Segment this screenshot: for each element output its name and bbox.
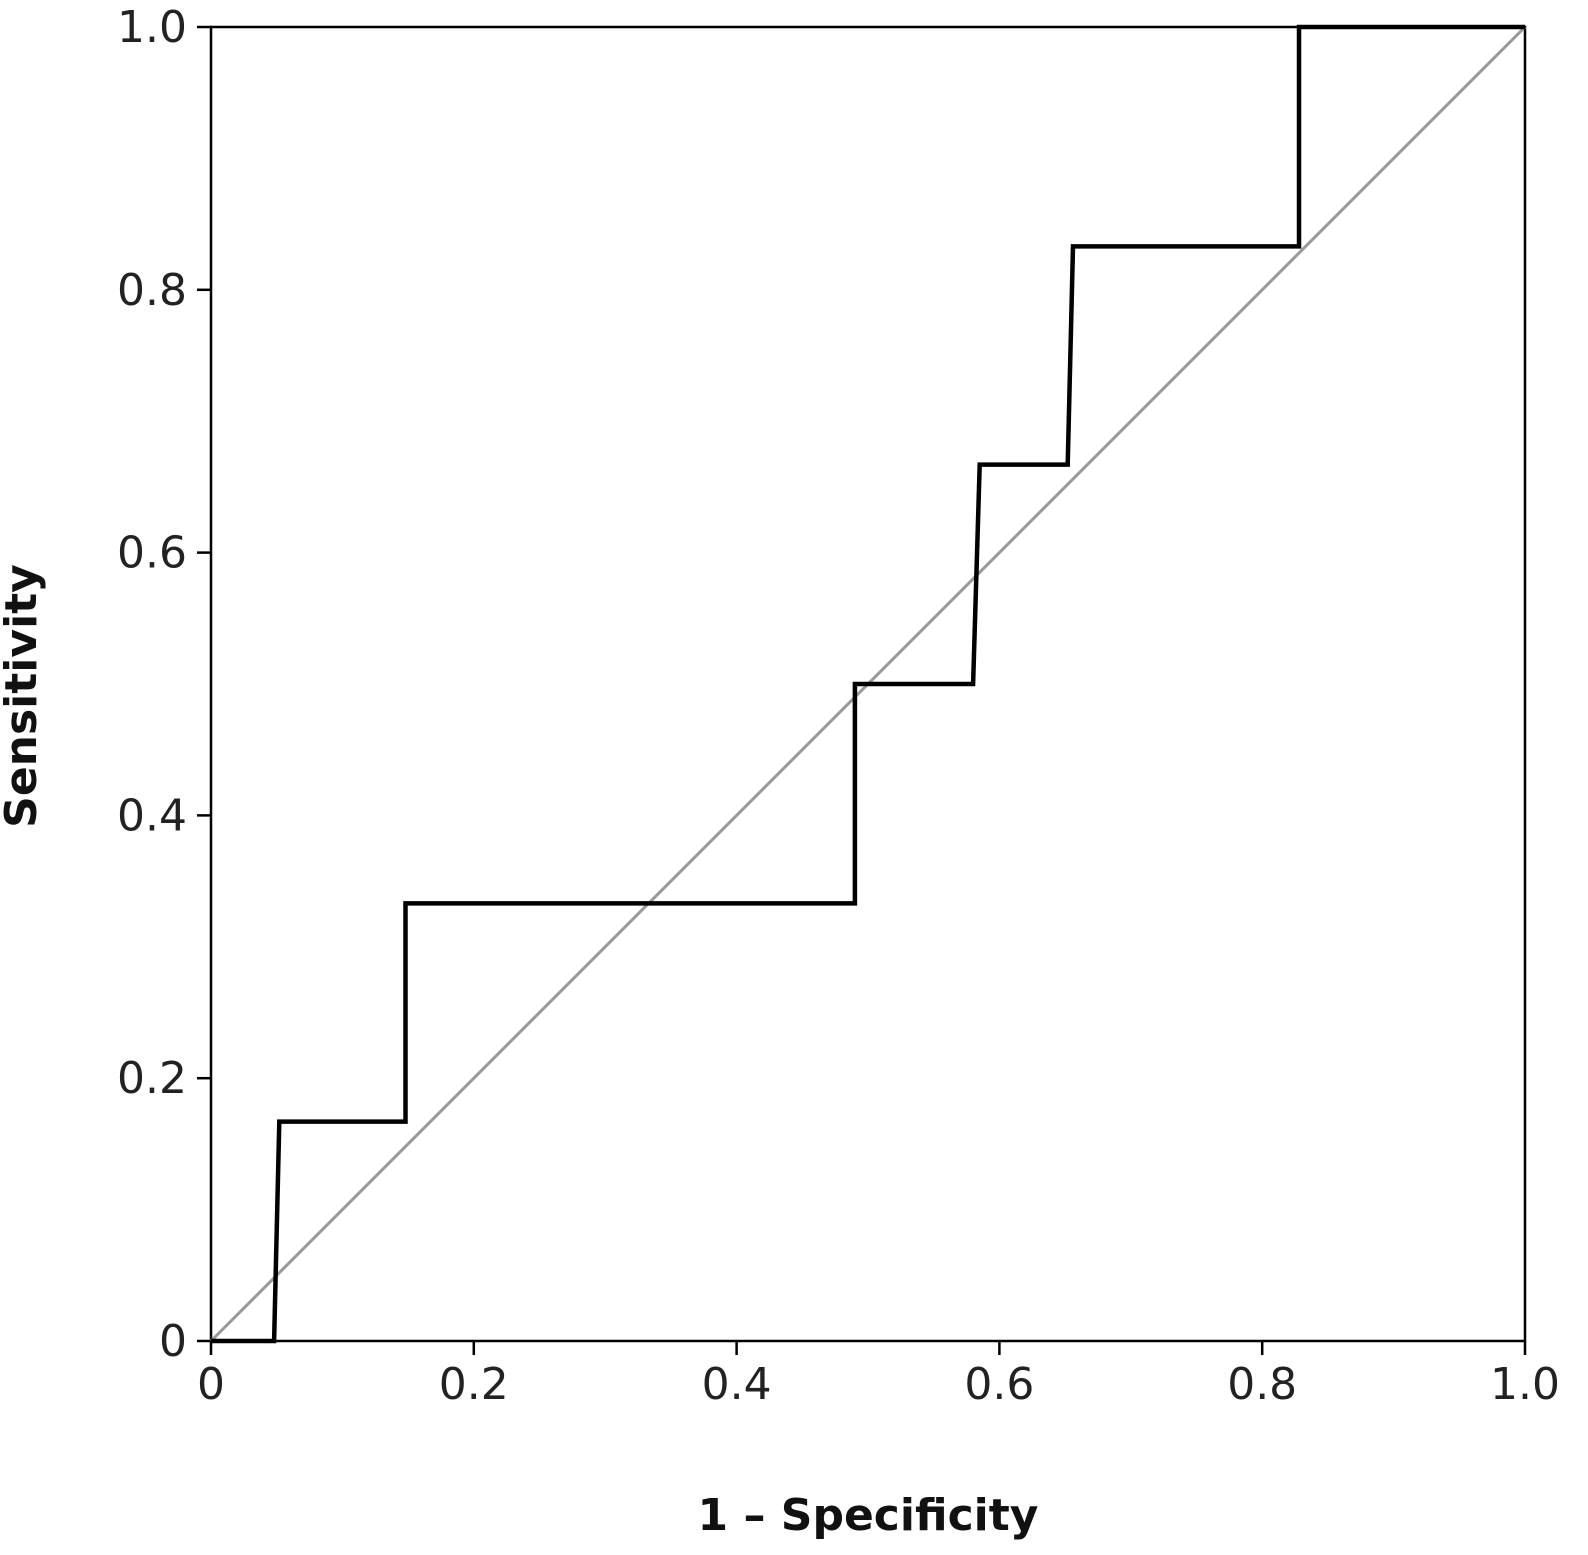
y-tick-label: 0.2 [117, 1053, 187, 1104]
x-tick-label: 0.6 [964, 1359, 1034, 1410]
x-tick-label: 1.0 [1490, 1359, 1560, 1410]
y-tick-label: 0.4 [117, 790, 187, 841]
x-tick-label: 0.2 [439, 1359, 509, 1410]
y-tick-label: 0 [159, 1316, 187, 1367]
x-tick-label: 0 [197, 1359, 225, 1410]
y-tick-label: 0.8 [117, 265, 187, 316]
y-tick-label: 0.6 [117, 528, 187, 579]
y-tick-label: 1.0 [117, 2, 187, 53]
roc-curve-line [211, 24, 1525, 1344]
x-axis: 0 0.2 0.4 0.6 0.8 1.0 [197, 1341, 1560, 1410]
x-axis-title: 1 – Specificity [698, 1490, 1039, 1541]
y-axis: 0 0.2 0.4 0.6 0.8 1.0 [117, 2, 211, 1367]
plot-frame [209, 25, 1527, 1343]
x-tick-label: 0.8 [1227, 1359, 1297, 1410]
series-layer [209, 24, 1527, 1344]
y-axis-title: Sensitivity [0, 564, 47, 828]
x-tick-label: 0.4 [702, 1359, 772, 1410]
